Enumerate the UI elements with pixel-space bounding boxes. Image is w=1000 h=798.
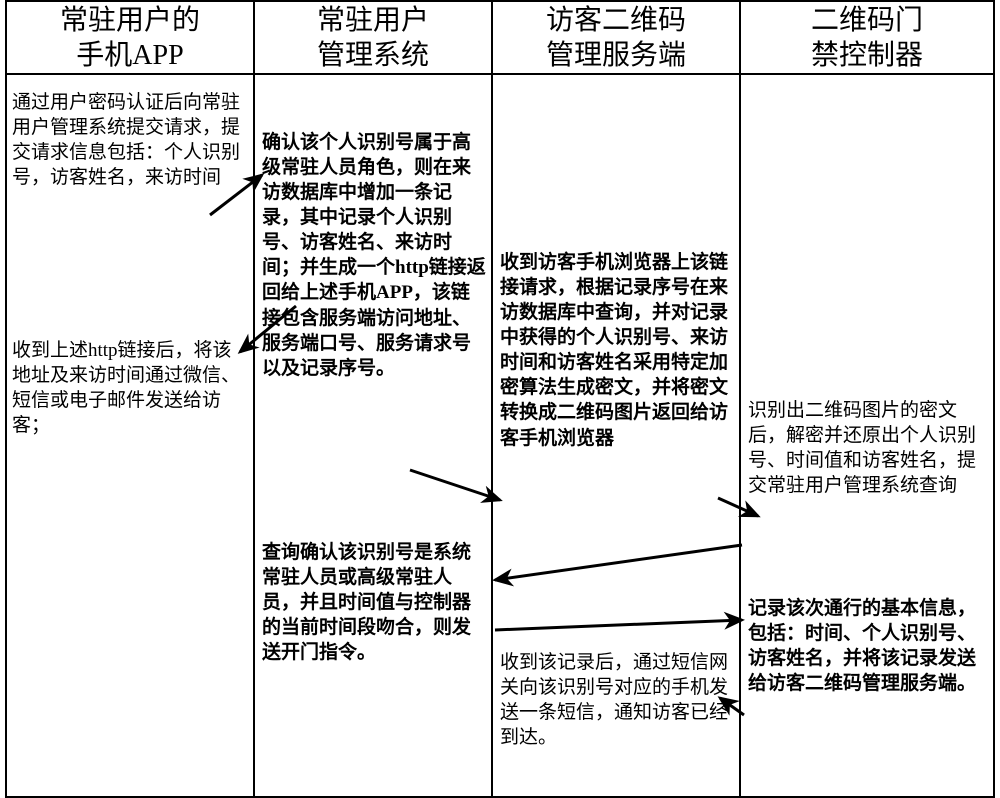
swimlane-header-col4: 二维码门禁控制器 (741, 0, 995, 75)
header-label: 二维码门禁控制器 (811, 3, 923, 73)
swimlane-header-col1: 常驻用户的手机APP (5, 0, 255, 75)
header-label: 访客二维码管理服务端 (546, 3, 686, 73)
step-b6: 查询确认该识别号是系统常驻人员或高级常驻人员，并且时间值与控制器的当前时间段吻合… (262, 540, 487, 665)
step-b5: 识别出二维码图片的密文后，解密并还原出个人识别号、时间值和访客姓名，提交常驻用户… (748, 398, 990, 498)
step-b8: 收到该记录后，通过短信网关向该识别号对应的手机发送一条短信，通知访客已经到达。 (500, 650, 732, 750)
header-label: 常驻用户管理系统 (317, 3, 429, 73)
swimlane-header-col3: 访客二维码管理服务端 (493, 0, 741, 75)
step-b3: 收到上述http链接后，将该地址及来访时间通过微信、短信或电子邮件发送给访客； (12, 338, 244, 438)
step-b7: 记录该次通行的基本信息，包括：时间、个人识别号、访客姓名，并将该记录发送给访客二… (748, 596, 990, 696)
swimlane-header-col2: 常驻用户管理系统 (255, 0, 493, 75)
header-label: 常驻用户的手机APP (60, 3, 200, 73)
step-b2: 确认该个人识别号属于高级常驻人员角色，则在来访数据库中增加一条记录，其中记录个人… (262, 130, 487, 381)
step-b1: 通过用户密码认证后向常驻用户管理系统提交请求，提交请求信息包括：个人识别号，访客… (12, 90, 244, 190)
step-b4: 收到访客手机浏览器上该链接请求，根据记录序号在来访数据库中查询，并对记录中获得的… (500, 250, 732, 451)
